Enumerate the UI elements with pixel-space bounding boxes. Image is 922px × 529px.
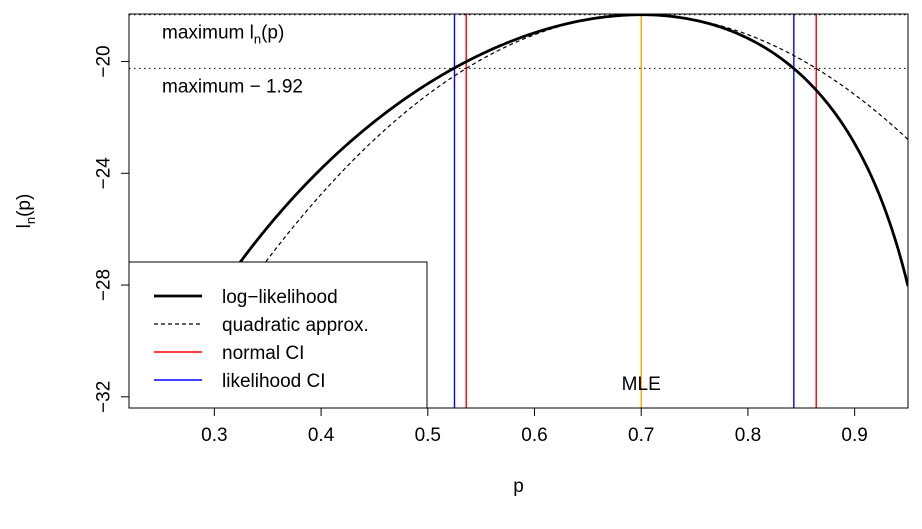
plot-lines: [129, 14, 908, 408]
legend-label-1: log−likelihood: [222, 287, 338, 308]
mle-label: MLE: [622, 374, 661, 395]
y-tick-label: −28: [94, 269, 115, 301]
legend-label-4: likelihood CI: [222, 371, 326, 392]
legend-box: [128, 261, 428, 409]
legend-label-2: quadratic approx.: [222, 315, 369, 336]
legend: log−likelihood quadratic approx. normal CI…: [128, 261, 428, 409]
x-tick-label: 0.6: [521, 425, 547, 446]
y-tick-label: −20: [94, 45, 115, 77]
x-tick-label: 0.9: [841, 425, 867, 446]
max-label-tail: (p): [261, 23, 284, 44]
x-tick-label: 0.8: [735, 425, 761, 446]
x-axis-label: p: [513, 476, 524, 497]
x-tick-label: 0.5: [415, 425, 441, 446]
x-tick-label: 0.7: [628, 425, 654, 446]
annotations: maximum ln(p) maximum − 1.92 MLE: [162, 23, 661, 395]
y-axis-label-tail: (p): [14, 194, 35, 217]
series-log-likelihood: [159, 14, 908, 390]
legend-label-3: normal CI: [222, 343, 304, 364]
y-axis-label: ln(p): [14, 194, 38, 229]
y-tick-label: −32: [94, 381, 115, 413]
y-tick-label: −24: [94, 157, 115, 190]
y-axis-label-sub: n: [23, 217, 38, 224]
y-axis-label-main: l: [14, 224, 35, 228]
x-tick-label: 0.4: [308, 425, 335, 446]
cutoff-label: maximum − 1.92: [162, 76, 303, 97]
max-label-sub: n: [254, 32, 261, 47]
max-label-main: maximum l: [162, 23, 254, 44]
x-tick-label: 0.3: [201, 425, 227, 446]
max-label: maximum ln(p): [162, 23, 284, 47]
